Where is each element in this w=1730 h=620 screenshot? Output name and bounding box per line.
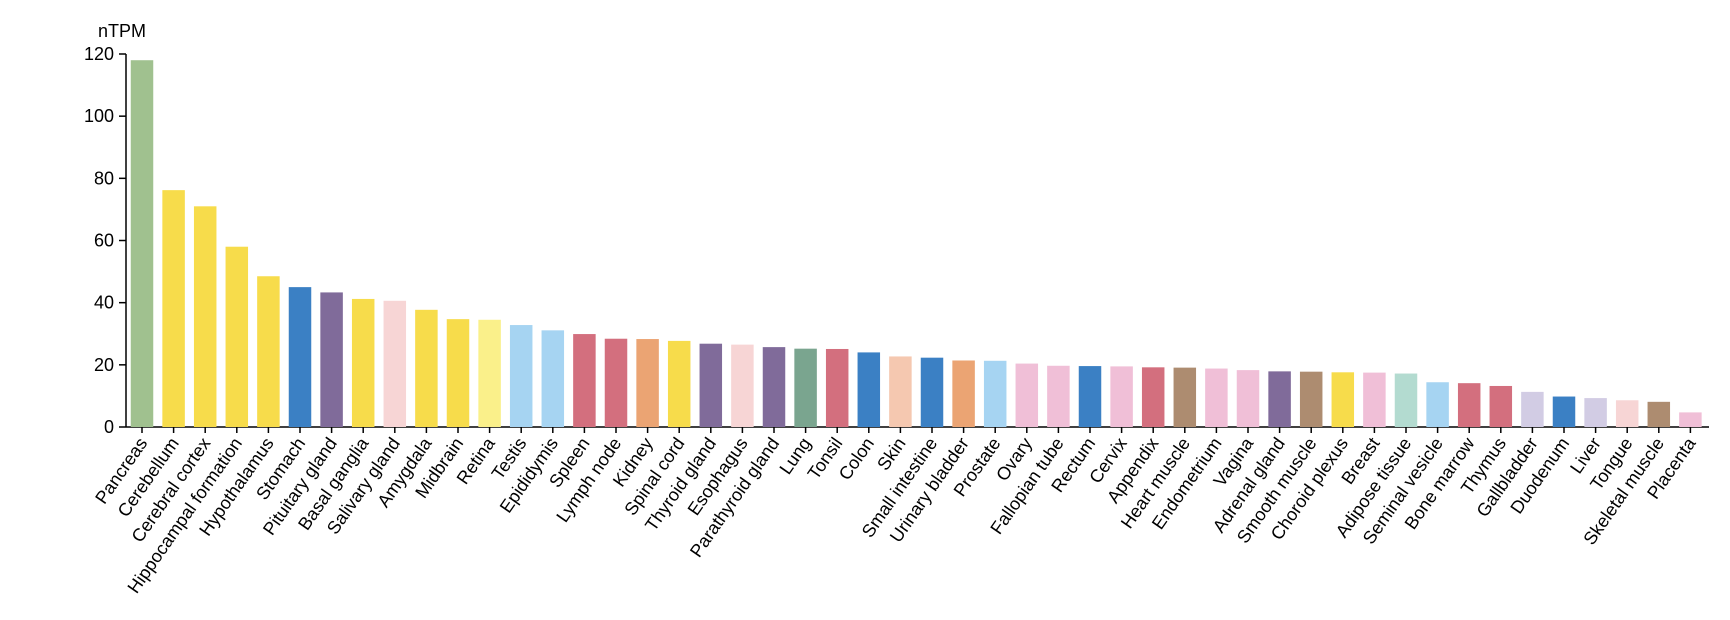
y-tick-label: 40 — [94, 293, 114, 313]
bar — [1205, 368, 1228, 427]
bar — [446, 319, 470, 427]
bar — [952, 360, 975, 427]
y-tick-label: 100 — [84, 106, 114, 126]
bar — [1584, 398, 1607, 427]
category-label: Colon — [835, 434, 878, 484]
bar — [857, 352, 881, 427]
bar — [162, 190, 185, 427]
bar — [478, 319, 501, 427]
y-tick-label: 60 — [94, 231, 114, 251]
bar — [257, 276, 280, 427]
bar — [1236, 370, 1260, 427]
bar — [889, 356, 912, 427]
bar — [288, 287, 312, 427]
bar — [509, 325, 533, 427]
bar — [1047, 365, 1070, 427]
bar — [1363, 372, 1386, 427]
bar — [415, 309, 438, 427]
bar — [1521, 391, 1544, 427]
bar — [1110, 366, 1133, 427]
bar — [1015, 363, 1039, 427]
bar — [1331, 372, 1355, 427]
y-tick-label: 80 — [94, 168, 114, 188]
bar — [541, 330, 565, 427]
bar — [762, 347, 786, 427]
bar — [983, 360, 1007, 427]
bar — [1426, 382, 1449, 427]
bar — [383, 300, 407, 427]
bar — [1299, 371, 1323, 427]
bar — [193, 206, 217, 427]
y-tick-label: 0 — [104, 417, 114, 437]
bar — [1647, 401, 1671, 427]
bar — [1457, 383, 1481, 427]
bar — [573, 334, 596, 427]
bar — [1268, 371, 1291, 427]
x-axis — [126, 426, 1709, 433]
bar — [225, 246, 249, 427]
bar — [604, 338, 628, 427]
y-axis: 0 20 40 60 80 100 120 — [84, 44, 127, 437]
bar — [667, 340, 691, 427]
bar — [351, 298, 375, 427]
bar — [320, 292, 343, 427]
bar — [1552, 396, 1576, 427]
bar — [1615, 400, 1639, 427]
bar — [920, 357, 944, 427]
bar — [794, 348, 817, 427]
bar — [1173, 367, 1197, 427]
bar — [825, 348, 849, 427]
y-axis-unit-label: nTPM — [98, 21, 146, 41]
y-tick-label: 20 — [94, 355, 114, 375]
bar — [1394, 373, 1418, 427]
bar — [731, 344, 754, 427]
bar — [636, 339, 659, 427]
bar — [130, 60, 154, 427]
y-tick-label: 120 — [84, 44, 114, 64]
bars-group — [130, 60, 1702, 427]
bar — [699, 343, 723, 427]
bar — [1141, 367, 1165, 427]
bar — [1489, 385, 1513, 427]
bar — [1679, 412, 1702, 427]
bar — [1078, 366, 1102, 427]
